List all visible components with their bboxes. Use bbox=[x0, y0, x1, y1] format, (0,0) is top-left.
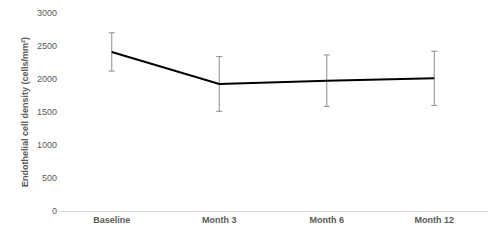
svg-text:500: 500 bbox=[42, 173, 57, 183]
svg-text:2500: 2500 bbox=[37, 41, 57, 51]
svg-text:2000: 2000 bbox=[37, 74, 57, 84]
svg-text:Endothelial cell density (cell: Endothelial cell density (cells/mm²) bbox=[20, 37, 30, 187]
svg-text:0: 0 bbox=[52, 206, 57, 216]
svg-text:1500: 1500 bbox=[37, 107, 57, 117]
svg-text:Month 6: Month 6 bbox=[310, 215, 345, 225]
svg-text:Month 3: Month 3 bbox=[202, 215, 237, 225]
svg-text:3000: 3000 bbox=[37, 8, 57, 18]
svg-text:1000: 1000 bbox=[37, 140, 57, 150]
svg-text:Baseline: Baseline bbox=[93, 215, 130, 225]
svg-text:Month 12: Month 12 bbox=[415, 215, 455, 225]
